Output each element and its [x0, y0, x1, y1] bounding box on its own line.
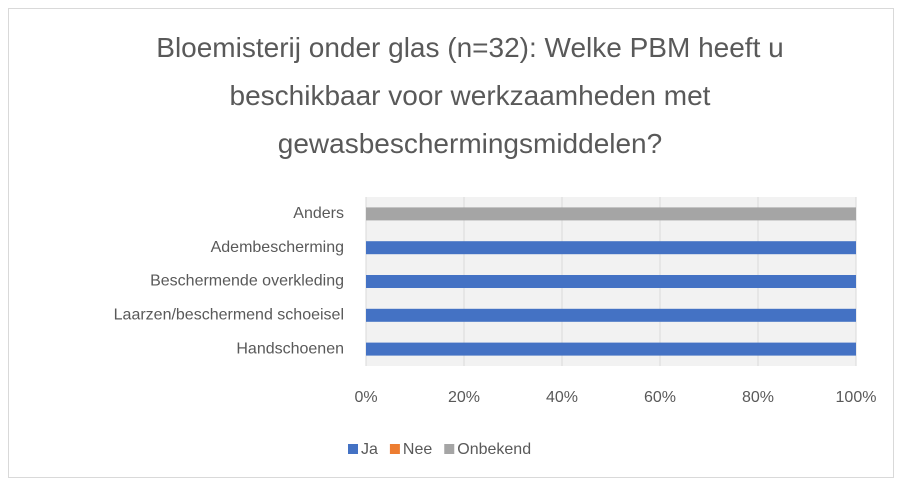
y-tick-label: Adembescherming: [211, 239, 344, 256]
bar-segment: [366, 342, 856, 356]
y-tick-label: Beschermende overkleding: [150, 273, 344, 290]
y-tick-label: Handschoenen: [236, 340, 344, 357]
y-tick-label: Anders: [293, 205, 344, 222]
x-tick-label: 0%: [354, 389, 377, 406]
bar-segment: [366, 308, 856, 322]
y-tick-label: Laarzen/beschermend schoeisel: [114, 307, 344, 324]
legend-label: Onbekend: [457, 441, 531, 458]
bar-segment: [366, 241, 856, 255]
chart-title: Bloemisterij onder glas (n=32): Welke PB…: [156, 32, 784, 159]
legend-label: Ja: [361, 441, 378, 458]
bar-segment: [366, 275, 856, 288]
legend-label: Nee: [403, 441, 432, 458]
x-tick-label: 40%: [546, 389, 578, 406]
x-tick-label: 60%: [644, 389, 676, 406]
x-tick-label: 100%: [836, 389, 877, 406]
legend-swatch: [444, 444, 455, 454]
x-tick-label: 20%: [448, 389, 480, 406]
legend-swatch: [348, 444, 358, 454]
chart-border: [8, 8, 894, 478]
legend-swatch: [389, 444, 400, 454]
x-tick-label: 80%: [742, 389, 774, 406]
bar-segment: [366, 207, 856, 221]
